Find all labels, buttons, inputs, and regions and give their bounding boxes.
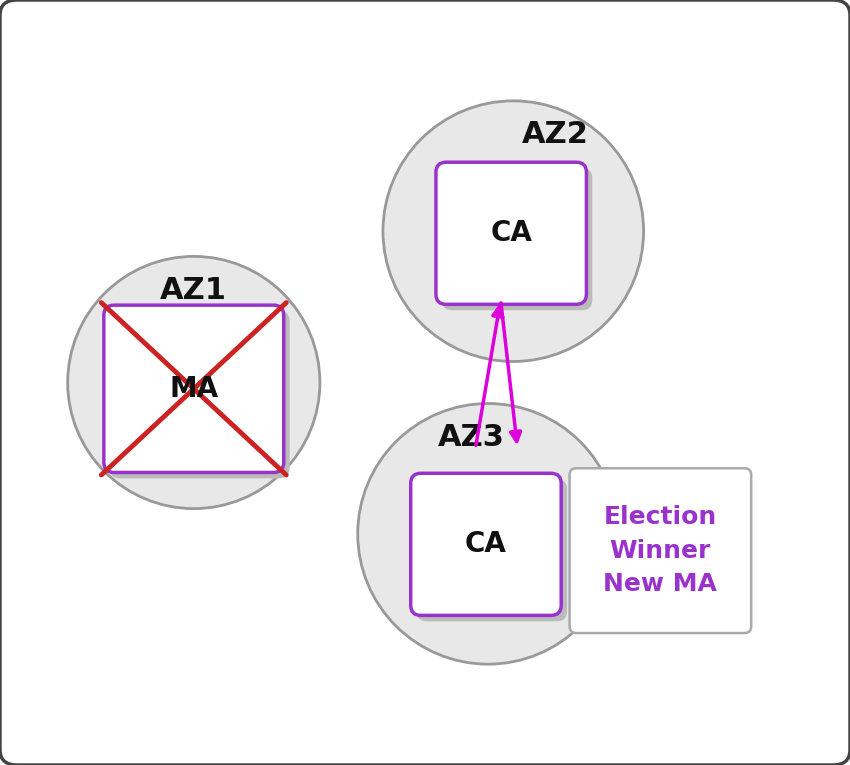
Circle shape	[358, 403, 618, 664]
FancyBboxPatch shape	[411, 474, 561, 615]
Text: CA: CA	[465, 530, 507, 558]
Text: MA: MA	[169, 375, 218, 403]
Text: Election
Winner
New MA: Election Winner New MA	[604, 505, 717, 596]
Text: CA: CA	[490, 220, 532, 247]
FancyBboxPatch shape	[570, 468, 751, 633]
Text: AZ2: AZ2	[522, 120, 589, 149]
FancyBboxPatch shape	[416, 479, 567, 621]
FancyBboxPatch shape	[110, 311, 290, 478]
Circle shape	[68, 256, 320, 509]
FancyBboxPatch shape	[442, 168, 592, 310]
Text: AZ3: AZ3	[438, 422, 505, 451]
Circle shape	[383, 101, 643, 362]
FancyBboxPatch shape	[104, 305, 284, 473]
FancyBboxPatch shape	[436, 162, 586, 304]
Text: AZ1: AZ1	[161, 275, 227, 304]
